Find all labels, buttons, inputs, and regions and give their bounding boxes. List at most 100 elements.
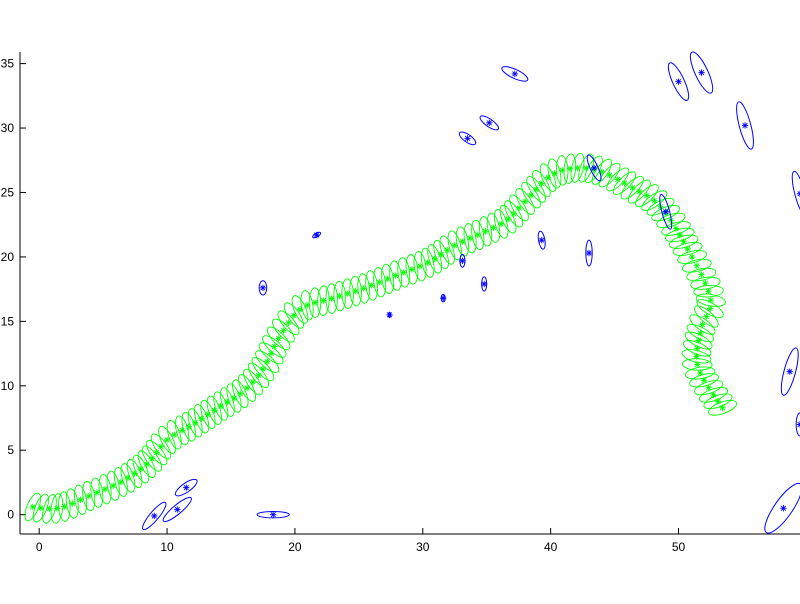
landmark-point	[386, 311, 393, 319]
landmark-point	[440, 294, 447, 302]
landmark-point	[675, 78, 682, 85]
landmark-ellipse	[312, 231, 322, 239]
trajectory-ellipse	[120, 463, 136, 493]
y-tick-label: 15	[1, 314, 15, 328]
trajectory-point	[705, 288, 712, 295]
trajectory-point	[636, 188, 643, 195]
trajectory-ellipse	[373, 267, 387, 298]
trajectory-ellipse	[696, 299, 724, 318]
x-tick-label: 10	[160, 540, 174, 554]
trajectory-ellipse	[439, 235, 455, 265]
y-tick-label: 25	[1, 185, 15, 199]
trajectory-ellipse	[681, 258, 712, 273]
trajectory-point	[706, 305, 714, 312]
trajectory-ellipse	[181, 411, 196, 442]
trajectory-point	[482, 228, 489, 235]
trajectory-point	[408, 266, 416, 273]
trajectory-ellipse	[65, 488, 79, 519]
x-tick-label: 30	[416, 540, 430, 554]
trajectory-point	[101, 486, 109, 493]
landmark-point	[183, 484, 190, 491]
trajectory-ellipse	[433, 239, 449, 270]
trajectory-ellipse	[656, 212, 686, 229]
trajectory-point	[376, 279, 383, 286]
trajectory-point	[694, 361, 701, 368]
landmark-ellipse	[736, 101, 754, 150]
trajectory-point	[303, 302, 311, 309]
trajectory-point	[157, 443, 165, 450]
trajectory-point	[285, 319, 292, 326]
landmark-ellipse	[501, 66, 529, 82]
trajectory-ellipse	[226, 383, 242, 413]
trajectory-ellipse	[113, 467, 128, 497]
trajectory-ellipse	[694, 305, 719, 328]
trajectory-ellipse	[187, 408, 203, 438]
landmark-ellipse	[537, 230, 546, 250]
trajectory-point	[621, 179, 628, 187]
trajectory-ellipse	[681, 358, 713, 371]
landmark-point	[511, 70, 519, 78]
trajectory-point	[667, 217, 675, 224]
landmark-point	[174, 506, 181, 513]
trajectory-ellipse	[58, 491, 71, 522]
trajectory-ellipse	[684, 331, 713, 350]
trajectory-point	[515, 204, 523, 212]
trajectory-ellipse	[672, 241, 703, 257]
trajectory-ellipse	[682, 340, 712, 357]
trajectory-point	[693, 262, 701, 269]
trajectory-ellipse	[175, 415, 190, 446]
landmark-ellipse	[174, 478, 198, 497]
trajectory-point	[275, 335, 282, 342]
landmark-ellipse	[791, 170, 800, 217]
trajectory-ellipse	[664, 227, 695, 243]
y-tick-label: 35	[1, 57, 15, 71]
trajectory-point	[384, 275, 391, 283]
y-tick-label: 30	[1, 121, 15, 135]
trajectory-ellipse	[206, 395, 222, 425]
trajectory-ellipse	[150, 433, 172, 460]
trajectory-point	[280, 327, 287, 334]
axes: 0 10 20 30 40 50 0 5 10 15 20 25 30 35	[1, 52, 800, 554]
trajectory-point	[271, 343, 278, 350]
trajectory-ellipse	[708, 400, 738, 416]
landmark-point	[590, 164, 598, 172]
y-tick-label: 10	[1, 379, 15, 393]
trajectory-ellipse	[677, 250, 708, 265]
landmark-point	[741, 122, 749, 129]
landmark-point	[538, 236, 545, 244]
trajectory-point	[171, 431, 178, 438]
trajectory-ellipse	[668, 234, 699, 249]
trajectory-point	[582, 164, 590, 172]
landmark-point	[259, 284, 267, 292]
trajectory-ellipse	[255, 350, 280, 373]
trajectory-ellipse	[698, 387, 729, 403]
trajectory-point	[328, 295, 335, 302]
trajectory-ellipse	[612, 171, 637, 195]
trajectory-ellipse	[651, 204, 681, 222]
trajectory-point	[574, 164, 581, 172]
landmark-ellipse	[142, 501, 167, 531]
trajectory-ellipse	[405, 254, 419, 285]
trajectory-point	[521, 198, 529, 205]
trajectory-ellipse	[661, 221, 691, 236]
trajectory-ellipse	[251, 357, 275, 382]
landmark-ellipse	[659, 193, 673, 230]
trajectory-ellipse	[106, 470, 120, 501]
trajectory-point	[719, 404, 726, 412]
trajectory-point	[474, 231, 481, 239]
trajectory-point	[614, 176, 621, 183]
landmark-point	[585, 249, 593, 257]
trajectory-ellipse	[193, 404, 210, 434]
trajectory-ellipse	[258, 342, 284, 365]
trajectory-point	[705, 384, 712, 391]
trajectory-ellipse	[166, 420, 182, 450]
trajectory-ellipse	[686, 323, 715, 343]
landmark-point	[459, 257, 466, 264]
trajectory-point	[606, 171, 613, 179]
trajectory-ellipse	[478, 216, 493, 247]
y-tick-label: 5	[7, 443, 14, 457]
trajectory-ellipse	[272, 318, 295, 343]
trajectory-ellipse	[635, 184, 659, 208]
